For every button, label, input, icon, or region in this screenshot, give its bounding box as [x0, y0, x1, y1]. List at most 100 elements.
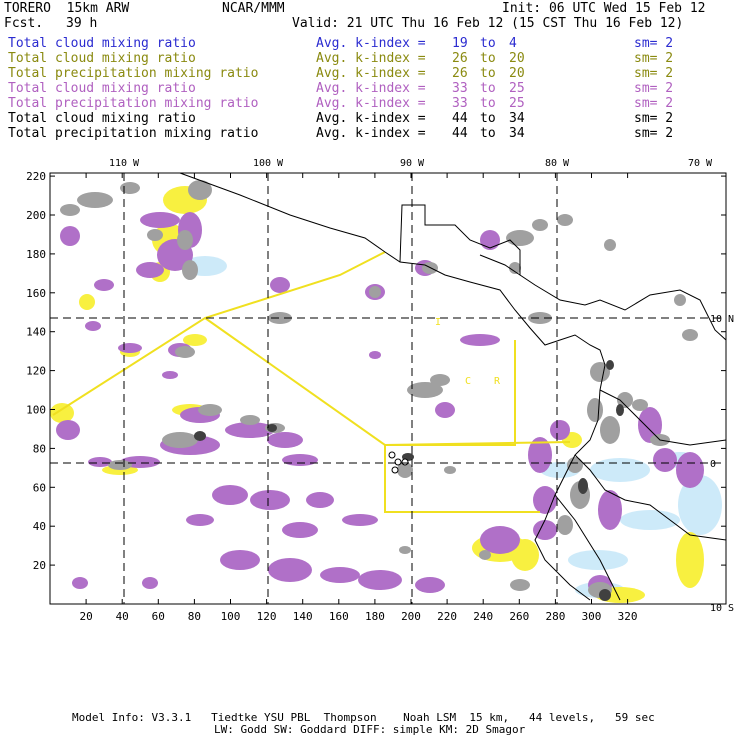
- purple-cloud: [56, 420, 80, 440]
- x-tick-label: 240: [473, 610, 493, 620]
- purple-cloud: [142, 577, 158, 589]
- purple-cloud: [598, 490, 622, 530]
- dark-cloud-core: [578, 478, 588, 494]
- purple-cloud: [342, 514, 378, 526]
- purple-cloud: [415, 577, 445, 593]
- gray-cloud: [632, 399, 648, 411]
- purple-cloud: [550, 420, 570, 440]
- x-tick-label: 320: [618, 610, 638, 620]
- legend-row: Total cloud mixing ratio Avg. k-index = 19…: [8, 36, 738, 51]
- gray-cloud: [674, 294, 686, 306]
- forecast-label: Fcst.: [4, 16, 44, 31]
- yellow-precip: [676, 532, 704, 588]
- longitude-label: 90 W: [400, 158, 425, 169]
- dark-cloud-core: [599, 589, 611, 601]
- lightblue-cloud: [568, 550, 628, 570]
- purple-cloud: [480, 526, 520, 554]
- gray-cloud: [532, 219, 548, 231]
- map-frame: [49, 172, 727, 605]
- galapagos-island: [388, 451, 396, 459]
- gray-cloud: [682, 329, 698, 341]
- gray-cloud: [567, 457, 583, 473]
- gray-cloud: [399, 546, 411, 554]
- gray-cloud: [268, 312, 292, 324]
- legend-field: Total precipitation mixing ratio: [8, 66, 259, 81]
- y-tick-label: 180: [26, 248, 46, 261]
- legend-sm: sm= 2: [634, 111, 674, 126]
- purple-cloud: [480, 230, 500, 250]
- gray-cloud: [60, 204, 80, 216]
- y-tick-label: 100: [26, 404, 46, 417]
- x-tick-label: 100: [221, 610, 241, 620]
- purple-cloud: [676, 452, 704, 488]
- legend-to: 4: [509, 36, 517, 51]
- purple-cloud: [250, 490, 290, 510]
- purple-cloud: [306, 492, 334, 508]
- purple-cloud: [282, 522, 318, 538]
- coastline: [399, 204, 727, 341]
- legend-to-word: to: [480, 126, 496, 141]
- legend-kindex: Avg. k-index =: [316, 111, 426, 126]
- legend-kindex: Avg. k-index =: [316, 96, 426, 111]
- lightblue-cloud: [590, 458, 650, 482]
- legend-kindex: Avg. k-index =: [316, 126, 426, 141]
- legend-sm: sm= 2: [634, 96, 674, 111]
- gray-cloud: [162, 432, 198, 448]
- legend-sm: sm= 2: [634, 81, 674, 96]
- purple-cloud: [212, 485, 248, 505]
- gray-cloud: [198, 404, 222, 416]
- gray-cloud: [188, 180, 212, 200]
- forecast-hours: 39 h: [66, 16, 98, 31]
- legend-to-word: to: [480, 66, 496, 81]
- x-tick-label: 260: [509, 610, 529, 620]
- legend-to: 20: [509, 66, 525, 81]
- x-tick-label: 220: [437, 610, 457, 620]
- y-tick-label: 120: [26, 365, 46, 378]
- legend-to: 34: [509, 126, 525, 141]
- gray-cloud: [587, 398, 603, 422]
- legend-row: Total cloud mixing ratio Avg. k-index = 33…: [8, 81, 738, 96]
- x-tick-label: 120: [257, 610, 277, 620]
- boundary-line: [384, 445, 540, 513]
- legend-from: 33: [452, 96, 468, 111]
- init-time: Init: 06 UTC Wed 15 Feb 12: [502, 1, 706, 16]
- legend-row: Total precipitation mixing ratio Avg. k-i…: [8, 96, 738, 111]
- purple-cloud: [320, 567, 360, 583]
- x-tick-label: 180: [365, 610, 385, 620]
- gray-cloud: [369, 286, 381, 298]
- legend-field: Total precipitation mixing ratio: [8, 126, 259, 141]
- legend-row: Total precipitation mixing ratio Avg. k-i…: [8, 66, 738, 81]
- y-tick-label: 140: [26, 326, 46, 339]
- legend-kindex: Avg. k-index =: [316, 81, 426, 96]
- gray-cloud: [479, 550, 491, 560]
- gray-cloud: [182, 260, 198, 280]
- region-label: I: [435, 317, 441, 328]
- map-panel: IC R20 40 60 80 100 120 140 160 180 200 220 240 260 28…: [26, 158, 734, 620]
- boundary-line: [52, 251, 386, 416]
- valid-time: Valid: 21 UTC Thu 16 Feb 12 (15 CST Thu …: [292, 16, 684, 31]
- legend-sm: sm= 2: [634, 36, 674, 51]
- legend-kindex: Avg. k-index =: [316, 51, 426, 66]
- gray-cloud: [407, 382, 443, 398]
- purple-cloud: [118, 343, 142, 353]
- x-tick-label: 200: [401, 610, 421, 620]
- legend-to: 20: [509, 51, 525, 66]
- legend-from: 33: [452, 81, 468, 96]
- galapagos-island: [391, 466, 399, 474]
- legend-to: 25: [509, 81, 525, 96]
- gray-cloud: [444, 466, 456, 474]
- longitude-label: 110 W: [109, 158, 140, 169]
- y-tick-label: 60: [33, 481, 46, 494]
- purple-cloud: [72, 577, 88, 589]
- x-tick-label: 40: [116, 610, 129, 620]
- gray-cloud: [506, 230, 534, 246]
- legend-to-word: to: [480, 96, 496, 111]
- gray-cloud: [397, 462, 413, 478]
- purple-cloud: [186, 514, 214, 526]
- gray-cloud: [509, 262, 521, 274]
- purple-cloud: [638, 407, 662, 443]
- boundary-line: [204, 317, 516, 446]
- legend-sm: sm= 2: [634, 126, 674, 141]
- legend-from: 26: [452, 51, 468, 66]
- purple-cloud: [435, 402, 455, 418]
